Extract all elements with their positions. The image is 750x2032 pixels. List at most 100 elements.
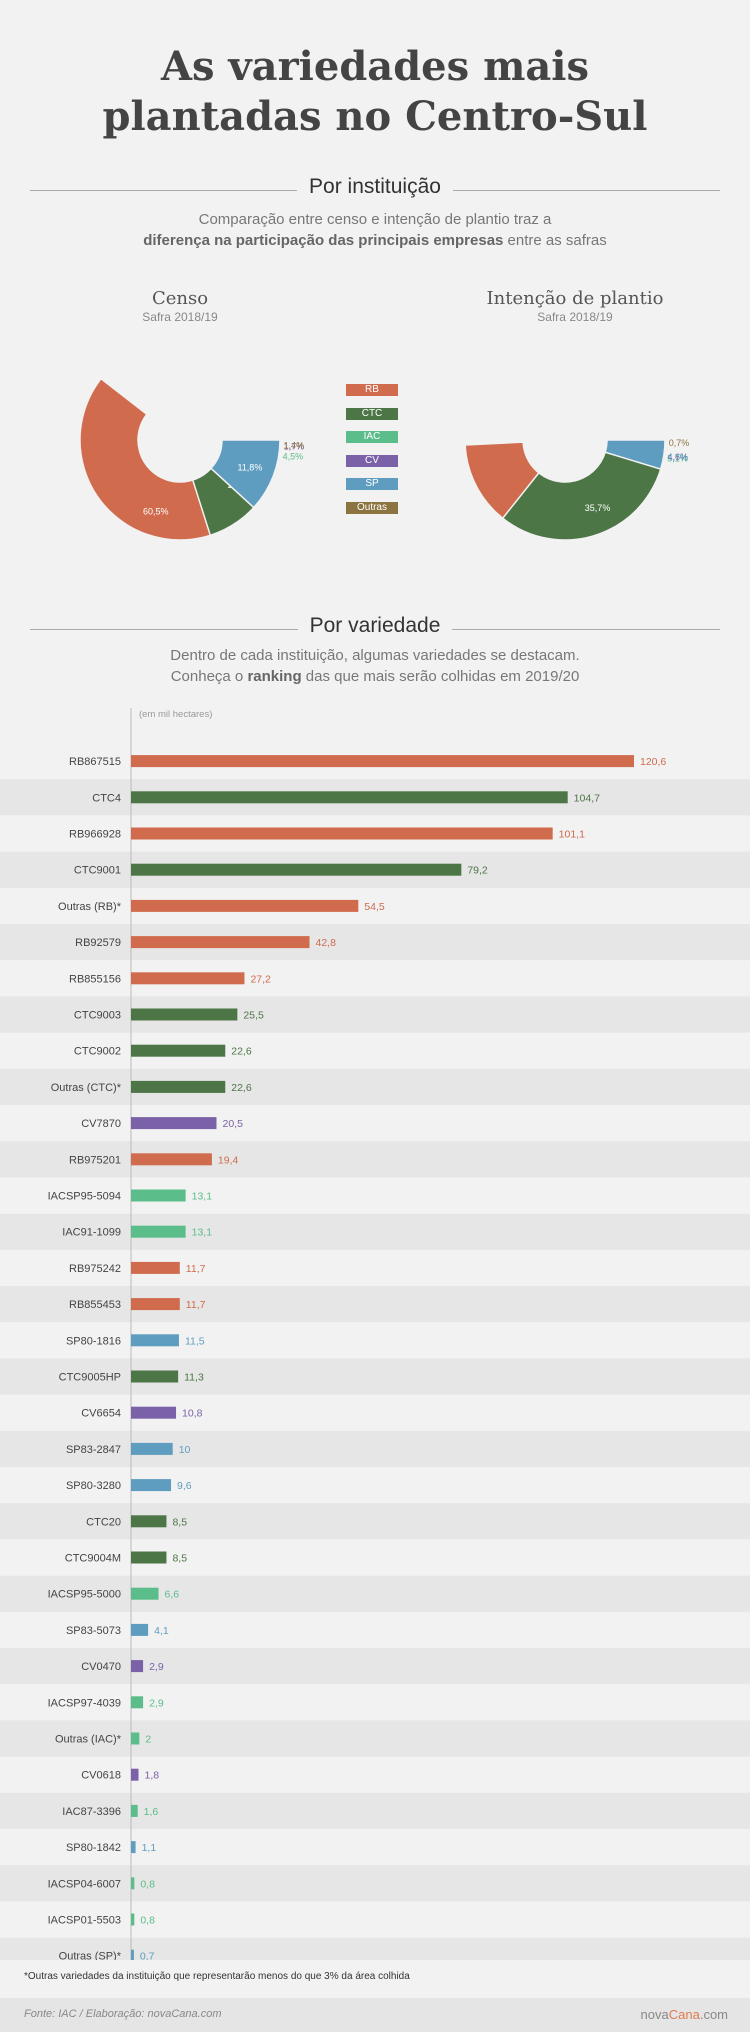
bar-category-label: SP80-1842 bbox=[66, 1842, 121, 1854]
bar-sp bbox=[131, 1949, 134, 1960]
bar-value-label: 54,5 bbox=[364, 901, 385, 913]
brand-part1: nova bbox=[640, 2007, 669, 2022]
bar-ctc bbox=[131, 1044, 226, 1057]
legend-item-rb: RB bbox=[346, 384, 398, 396]
bar-value-label: 1,8 bbox=[145, 1770, 160, 1782]
section1-intro-rest: entre as safras bbox=[503, 232, 607, 249]
bar-category-label: RB975201 bbox=[69, 1154, 121, 1166]
bar-value-label: 42,8 bbox=[316, 937, 337, 949]
bar-value-label: 120,6 bbox=[640, 756, 666, 768]
bar-category-label: RB867515 bbox=[69, 756, 121, 768]
bar-value-label: 104,7 bbox=[574, 792, 600, 804]
source-text: Fonte: IAC / Elaboração: novaCana.com bbox=[24, 2008, 222, 2020]
bar-iac bbox=[131, 1696, 144, 1709]
bar-value-label: 11,3 bbox=[184, 1372, 204, 1384]
bar-row-background bbox=[0, 924, 750, 961]
bar-rb bbox=[131, 1153, 212, 1166]
bar-category-label: CV0618 bbox=[81, 1770, 121, 1782]
section2-intro-bold: ranking bbox=[247, 668, 302, 685]
section1-intro-line2: diferença na participação das principais… bbox=[0, 230, 750, 251]
bar-category-label: CTC4 bbox=[92, 792, 121, 804]
section1-intro-line1: Comparação entre censo e intenção de pla… bbox=[198, 211, 552, 228]
bar-value-label: 1,1 bbox=[142, 1842, 157, 1854]
bar-category-label: SP80-3280 bbox=[66, 1480, 121, 1492]
bar-value-label: 101,1 bbox=[559, 829, 585, 841]
bar-value-label: 20,5 bbox=[223, 1118, 244, 1130]
bar-value-label: 1,6 bbox=[144, 1806, 159, 1818]
bar-category-label: Outras (IAC)* bbox=[55, 1734, 122, 1746]
bar-category-label: Outras (SP)* bbox=[59, 1951, 122, 1960]
bar-chart-varieties: (em mil hectares) RB867515 120,6 CTC4 104,7 R… bbox=[0, 708, 750, 1960]
bar-iac bbox=[131, 1732, 140, 1745]
bar-value-label: 13,1 bbox=[192, 1191, 213, 1203]
bar-row-background bbox=[0, 1141, 750, 1178]
bar-sp bbox=[131, 1334, 179, 1347]
section2-intro-line1: Dentro de cada instituição, algumas vari… bbox=[170, 647, 580, 664]
bar-category-label: SP80-1816 bbox=[66, 1335, 121, 1347]
bar-value-label: 11,7 bbox=[186, 1299, 206, 1311]
bar-category-label: CTC9003 bbox=[74, 1010, 121, 1022]
donut-label-iac: 5,1% bbox=[667, 454, 688, 464]
section1-intro: Comparação entre censo e intenção de pla… bbox=[0, 209, 750, 251]
donut-label-outras: 1,4% bbox=[284, 441, 305, 451]
donut-chart-intencao: 49,2%5,1%4,6%35,7%0,7%4,7% bbox=[464, 438, 689, 541]
bar-sp bbox=[131, 1479, 172, 1492]
bar-iac bbox=[131, 1225, 186, 1238]
donut-title-censo: Censo bbox=[151, 288, 209, 309]
donut-label-iac: 4,5% bbox=[283, 452, 304, 462]
bar-category-label: Outras (CTC)* bbox=[51, 1082, 122, 1094]
section1-intro-bold: diferença na participação das principais… bbox=[143, 232, 504, 249]
bar-value-label: 10,8 bbox=[182, 1408, 203, 1420]
bar-value-label: 2 bbox=[145, 1734, 151, 1746]
bar-ctc bbox=[131, 1515, 167, 1528]
section2-intro-line2: Conheça o ranking das que mais serão col… bbox=[0, 666, 750, 687]
donut-label-sp: 4,7% bbox=[668, 452, 689, 462]
bar-rb bbox=[131, 827, 553, 840]
bar-row-background bbox=[0, 996, 750, 1033]
bar-rb bbox=[131, 1261, 180, 1274]
bar-value-label: 79,2 bbox=[467, 865, 488, 877]
section2-intro-pre: Conheça o bbox=[170, 668, 248, 685]
bar-category-label: CV6654 bbox=[81, 1408, 121, 1420]
page-title-line1: As variedades mais bbox=[160, 43, 590, 90]
bar-value-label: 0,8 bbox=[140, 1915, 155, 1927]
donut-subtitle-intencao: Safra 2018/19 bbox=[537, 310, 613, 324]
legend-item-iac: IAC bbox=[346, 431, 398, 444]
bar-iac bbox=[131, 1804, 138, 1817]
bar-value-label: 22,6 bbox=[231, 1046, 252, 1058]
bar-category-label: SP83-5073 bbox=[66, 1625, 121, 1637]
bar-category-label: IAC87-3396 bbox=[62, 1806, 121, 1818]
bar-rb bbox=[131, 899, 359, 912]
bar-row-background bbox=[0, 1213, 750, 1250]
bar-category-label: IACSP01-5503 bbox=[48, 1915, 121, 1927]
bar-category-label: CTC20 bbox=[86, 1516, 121, 1528]
donut-title-intencao: Intenção de plantio bbox=[486, 288, 664, 309]
bar-category-label: IACSP04-6007 bbox=[48, 1878, 121, 1890]
bar-category-label: CV0470 bbox=[81, 1661, 121, 1673]
bar-category-label: IACSP95-5000 bbox=[48, 1589, 121, 1601]
bar-category-label: CTC9002 bbox=[74, 1046, 121, 1058]
bar-category-label: RB92579 bbox=[75, 937, 121, 949]
bar-cv bbox=[131, 1768, 139, 1781]
bar-category-label: IACSP95-5094 bbox=[48, 1191, 121, 1203]
bar-category-label: RB966928 bbox=[69, 829, 121, 841]
bar-value-label: 10 bbox=[179, 1444, 191, 1456]
bar-value-label: 2,9 bbox=[149, 1661, 164, 1673]
bar-row-background bbox=[0, 1648, 750, 1685]
bar-value-label: 22,6 bbox=[231, 1082, 252, 1094]
donut-label-cv: 1,7% bbox=[284, 442, 305, 452]
bar-value-label: 2,9 bbox=[149, 1697, 164, 1709]
bar-category-label: SP83-2847 bbox=[66, 1444, 121, 1456]
legend-item-sp: SP bbox=[346, 478, 398, 491]
brand-logo: novaCana.com bbox=[641, 2007, 728, 2022]
bar-rb bbox=[131, 755, 634, 768]
bar-row-background bbox=[0, 1430, 750, 1467]
bar-ctc bbox=[131, 791, 568, 804]
bar-value-label: 25,5 bbox=[243, 1010, 264, 1022]
bar-ctc bbox=[131, 863, 462, 876]
bar-rb bbox=[131, 1298, 180, 1311]
bar-row-background bbox=[0, 1286, 750, 1323]
bar-row-background bbox=[0, 1720, 750, 1757]
bar-value-label: 13,1 bbox=[192, 1227, 213, 1239]
bar-value-label: 0,8 bbox=[140, 1878, 155, 1890]
